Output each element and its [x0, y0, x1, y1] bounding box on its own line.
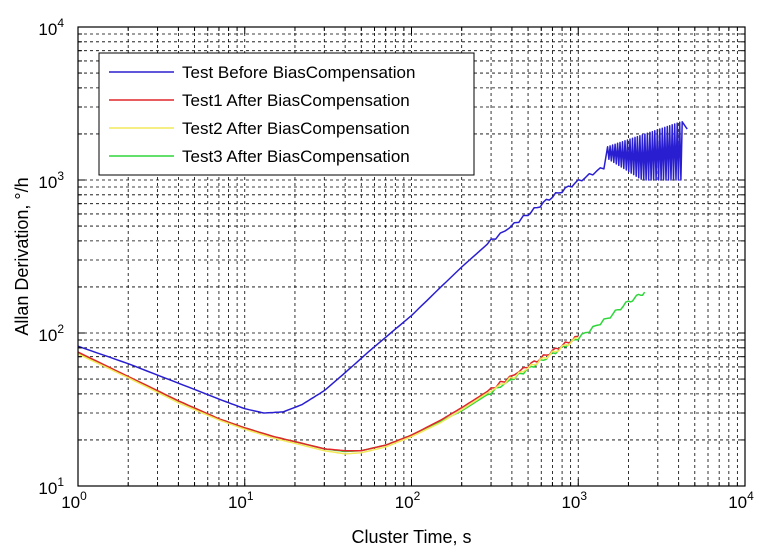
y-tick-exponent: 2 [57, 322, 64, 336]
legend-label: Test3 After BiasCompensation [182, 147, 410, 166]
y-tick-label: 104 [38, 16, 64, 39]
legend: Test Before BiasCompensation Test1 After … [98, 52, 475, 176]
y-tick-label: 101 [38, 475, 64, 498]
x-tick-label: 103 [561, 489, 587, 512]
grid-lines [78, 27, 745, 486]
x-tick-label: 102 [395, 489, 421, 512]
series-line-1 [77, 121, 688, 414]
series-line-2 [77, 335, 579, 452]
y-tick-base: 10 [38, 326, 57, 345]
x-tick-base: 10 [228, 493, 247, 512]
y-tick-exponent: 4 [57, 16, 64, 30]
x-tick-base: 10 [561, 493, 580, 512]
legend-box [98, 52, 475, 176]
y-tick-base: 10 [38, 173, 57, 192]
y-tick-exponent: 3 [57, 169, 64, 183]
x-tick-label: 104 [728, 489, 754, 512]
x-tick-base: 10 [61, 493, 80, 512]
x-tick-exponent: 3 [580, 489, 587, 503]
x-tick-label: 100 [61, 489, 87, 512]
tick-marks [77, 26, 746, 487]
y-axis-label: Allan Derivation, °/h [12, 177, 32, 335]
x-tick-exponent: 1 [247, 489, 254, 503]
series-line-3 [77, 337, 579, 455]
x-tick-exponent: 2 [414, 489, 421, 503]
x-axis-label: Cluster Time, s [351, 527, 471, 547]
x-tick-base: 10 [728, 493, 747, 512]
y-tick-label: 102 [38, 322, 64, 345]
series-layer [77, 121, 688, 455]
x-tick-labels: 100 101 102 103 104 [61, 489, 754, 512]
x-tick-base: 10 [395, 493, 414, 512]
legend-label: Test Before BiasCompensation [182, 63, 415, 82]
legend-label: Test2 After BiasCompensation [182, 119, 410, 138]
legend-label: Test1 After BiasCompensation [182, 91, 410, 110]
x-tick-label: 101 [228, 489, 254, 512]
x-tick-exponent: 0 [80, 489, 87, 503]
y-tick-base: 10 [38, 20, 57, 39]
y-tick-exponent: 1 [57, 475, 64, 489]
x-tick-exponent: 4 [747, 489, 754, 503]
y-tick-base: 10 [38, 479, 57, 498]
y-tick-label: 103 [38, 169, 64, 192]
